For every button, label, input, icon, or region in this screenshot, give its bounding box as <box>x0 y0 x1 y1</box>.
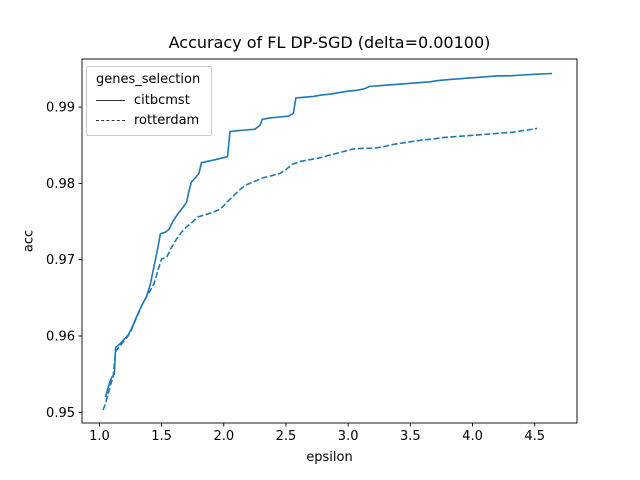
x-tick-label: 1.0 <box>89 429 110 444</box>
y-tick-label: 0.97 <box>46 253 75 268</box>
legend-line-solid-icon <box>96 99 125 101</box>
legend-entry-rotterdam: rotterdam <box>96 110 200 130</box>
axes-spines <box>81 58 578 424</box>
legend-label-rotterdam: rotterdam <box>134 112 200 128</box>
legend: genes_selection citbcmst rotterdam <box>86 66 213 136</box>
x-tick-label: 2.0 <box>213 429 234 444</box>
y-tick-label: 0.98 <box>46 177 75 192</box>
legend-entry-citbcmst: citbcmst <box>96 90 200 110</box>
y-axis-label: acc <box>21 229 37 253</box>
y-tick-label: 0.96 <box>46 330 75 345</box>
x-tick-label: 3.5 <box>400 429 421 444</box>
x-tick-label: 4.5 <box>524 429 545 444</box>
x-tick-label: 1.5 <box>151 429 172 444</box>
x-tick-label: 3.0 <box>338 429 359 444</box>
x-axis-label: epsilon <box>306 450 353 465</box>
x-tick-label: 4.0 <box>462 429 483 444</box>
y-tick-label: 0.95 <box>46 406 75 421</box>
x-tick-label: 2.5 <box>276 429 297 444</box>
legend-line-dashed-icon <box>96 119 125 121</box>
series-line-rotterdam <box>102 127 538 411</box>
legend-label-citbcmst: citbcmst <box>134 92 190 108</box>
y-tick-label: 0.99 <box>46 101 75 116</box>
legend-title: genes_selection <box>96 72 201 87</box>
chart-title: Accuracy of FL DP-SGD (delta=0.00100) <box>168 33 491 52</box>
